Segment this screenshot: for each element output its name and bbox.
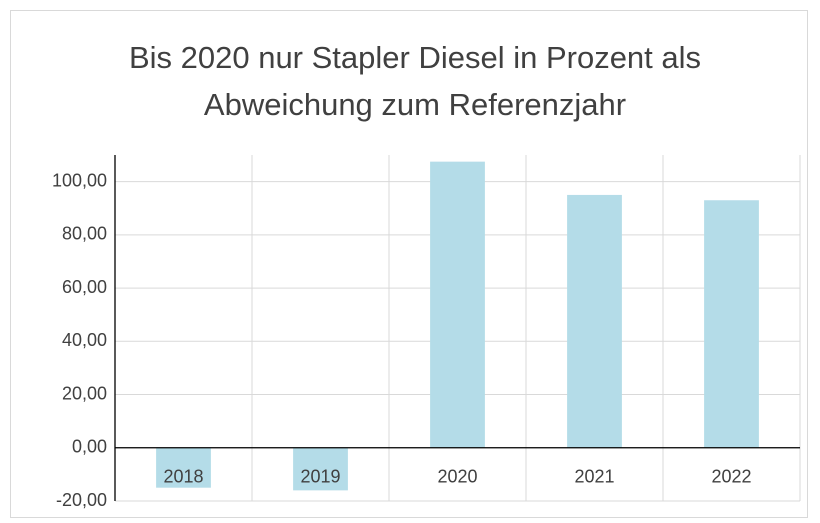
y-tick-label: 0,00 [72, 437, 107, 457]
bar [704, 200, 759, 448]
chart-title: Bis 2020 nur Stapler Diesel in Prozent a… [128, 40, 702, 122]
x-tick-label: 2022 [711, 467, 751, 487]
x-tick-label: 2019 [300, 467, 340, 487]
y-tick-label: 20,00 [62, 383, 107, 403]
x-tick-label: 2021 [574, 467, 614, 487]
bar [156, 447, 211, 488]
y-tick-label: 100,00 [52, 170, 107, 190]
x-tick-label: 2018 [163, 467, 203, 487]
bar [293, 447, 348, 491]
y-tick-label: 40,00 [62, 330, 107, 350]
chart-frame [10, 10, 808, 518]
bar [567, 194, 622, 448]
y-tick-label: -20,00 [56, 490, 107, 510]
x-tick-label: 2020 [437, 467, 477, 487]
bar [430, 161, 485, 448]
y-tick-label: 80,00 [62, 224, 107, 244]
y-tick-label: 60,00 [62, 277, 107, 297]
